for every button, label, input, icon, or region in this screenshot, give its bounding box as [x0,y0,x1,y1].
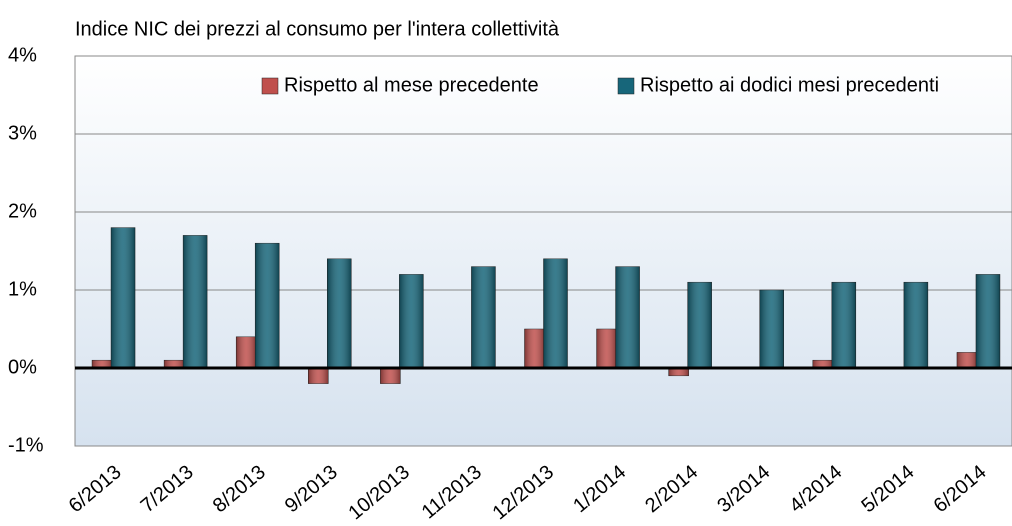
y-tick-label: 4% [8,44,37,66]
plot-area [74,55,1012,447]
bar [399,274,424,369]
y-tick-label: -1% [8,434,44,456]
x-tick-label: 11/2013 [418,461,486,523]
x-tick-label: 5/2014 [857,461,918,517]
bar [308,367,329,384]
x-tick-label: 4/2014 [785,461,846,517]
bar [182,235,208,369]
y-tick-label: 3% [8,122,37,144]
y-tick-label: 2% [8,200,37,222]
x-tick-label: 6/2013 [65,461,126,517]
bar [524,328,545,369]
bar [975,274,1001,369]
x-tick-label: 3/2014 [713,461,774,517]
y-tick-label: 1% [8,278,37,300]
bar [254,242,280,369]
bar [235,336,257,369]
bar [956,352,978,369]
x-tick-label: 1/2014 [569,461,630,517]
x-tick-label: 8/2013 [209,461,270,517]
bar [831,281,857,369]
bar [903,281,929,369]
x-tick-label: 9/2013 [281,461,342,517]
legend-swatch [261,77,279,95]
y-tick-label: 0% [8,356,37,378]
bar [615,266,640,369]
x-tick-label: 7/2013 [137,461,198,517]
legend-label: Rispetto al mese precedente [284,74,539,96]
x-tick-label: 6/2014 [930,461,991,517]
bar [110,227,136,369]
chart-title: Indice NIC dei prezzi al consumo per l'i… [75,18,560,40]
legend-label: Rispetto ai dodici mesi precedenti [640,74,939,96]
x-tick-label: 10/2013 [344,461,414,524]
bar [327,258,352,369]
bar [687,281,712,369]
legend-swatch [617,77,635,95]
bar [759,289,784,369]
bar [380,367,401,384]
x-tick-label: 2/2014 [641,461,702,517]
bar [543,258,568,369]
bar [471,266,496,369]
x-tick-label: 12/2013 [489,461,559,524]
bar [596,328,617,369]
